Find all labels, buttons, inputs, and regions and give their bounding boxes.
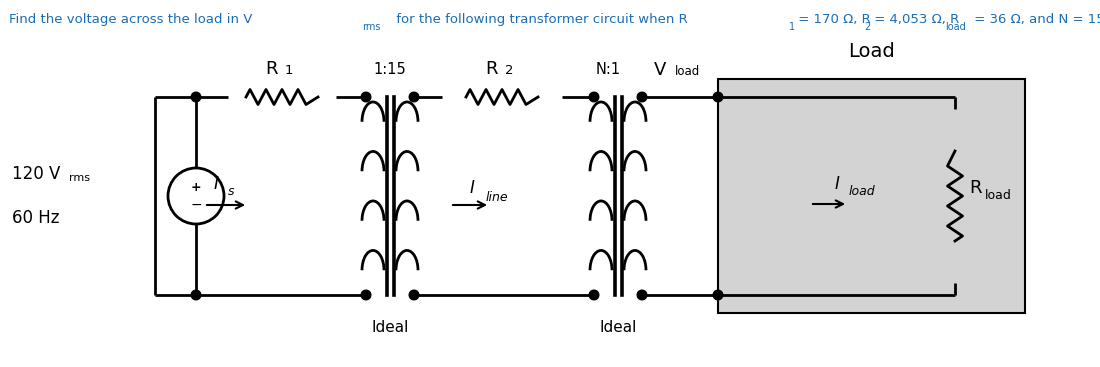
Circle shape [637, 92, 647, 102]
Circle shape [361, 92, 371, 102]
Circle shape [637, 290, 647, 300]
Text: = 36 Ω, and N = 15.: = 36 Ω, and N = 15. [970, 13, 1100, 26]
Text: Load: Load [848, 43, 895, 62]
Text: rms: rms [68, 173, 89, 183]
Circle shape [713, 290, 723, 300]
Circle shape [409, 92, 419, 102]
Text: N:1: N:1 [595, 62, 620, 77]
Text: R: R [485, 60, 498, 78]
Text: 2: 2 [865, 22, 871, 32]
Text: load: load [984, 189, 1012, 203]
Text: = 170 Ω, R: = 170 Ω, R [794, 13, 871, 26]
Text: 120 V: 120 V [12, 165, 60, 183]
Text: for the following transformer circuit when R: for the following transformer circuit wh… [392, 13, 688, 26]
Text: I: I [214, 175, 219, 193]
Text: I: I [470, 179, 475, 197]
Text: −: − [190, 198, 201, 212]
Text: s: s [228, 185, 234, 199]
Text: 2: 2 [505, 64, 514, 77]
Text: 1:15: 1:15 [374, 62, 406, 77]
Circle shape [409, 290, 419, 300]
Text: 1: 1 [285, 64, 294, 77]
Text: 1: 1 [789, 22, 795, 32]
Text: Find the voltage across the load in V: Find the voltage across the load in V [9, 13, 252, 26]
Text: R: R [969, 179, 981, 197]
Circle shape [191, 92, 201, 102]
Text: line: line [486, 192, 508, 204]
Circle shape [590, 92, 598, 102]
Text: R: R [265, 60, 278, 78]
Text: load: load [849, 185, 876, 199]
Circle shape [590, 290, 598, 300]
Text: V: V [653, 61, 667, 79]
Circle shape [191, 290, 201, 300]
Text: +: + [190, 181, 201, 193]
Circle shape [361, 290, 371, 300]
Text: load: load [675, 65, 701, 78]
Bar [718, 79, 1025, 313]
Text: rms: rms [362, 22, 381, 32]
Text: Ideal: Ideal [600, 320, 637, 335]
Circle shape [713, 92, 723, 102]
Text: load: load [945, 22, 966, 32]
Text: I: I [835, 175, 840, 193]
Text: 60 Hz: 60 Hz [12, 209, 59, 227]
Text: = 4,053 Ω, R: = 4,053 Ω, R [870, 13, 959, 26]
Text: Ideal: Ideal [372, 320, 409, 335]
